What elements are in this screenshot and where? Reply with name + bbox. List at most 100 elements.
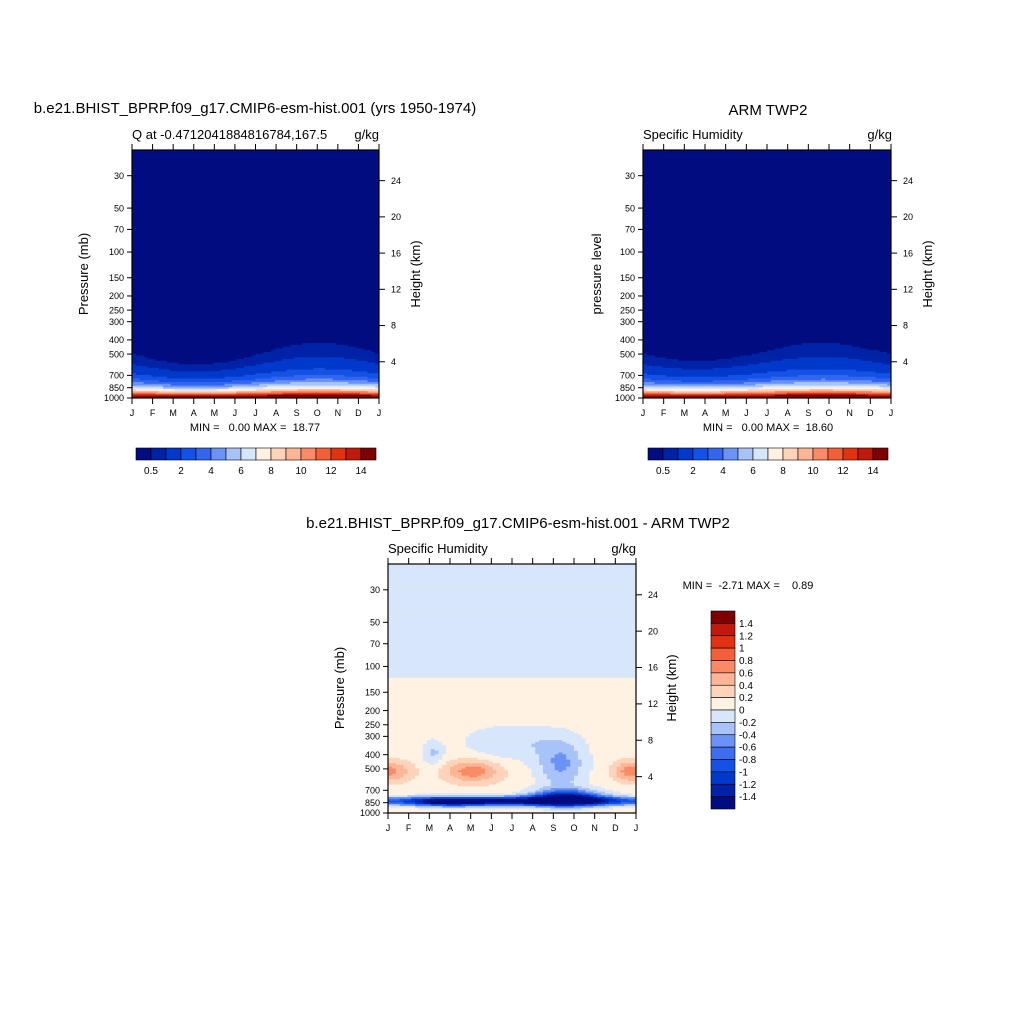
contour-cell bbox=[282, 160, 287, 163]
contour-cell bbox=[367, 247, 372, 250]
contour-cell bbox=[317, 272, 322, 275]
contour-cell bbox=[297, 201, 303, 204]
contour-cell bbox=[317, 213, 322, 217]
contour-cell bbox=[162, 252, 168, 256]
contour-cell bbox=[178, 226, 183, 229]
contour-cell bbox=[344, 208, 349, 211]
contour-cell bbox=[255, 256, 260, 259]
contour-cell bbox=[259, 275, 264, 279]
contour-cell bbox=[232, 190, 237, 194]
contour-cell bbox=[367, 286, 372, 289]
contour-cell bbox=[371, 188, 376, 192]
contour-cell bbox=[159, 261, 164, 264]
contour-cell bbox=[193, 227, 199, 231]
contour-cell bbox=[328, 178, 334, 181]
contour-cell bbox=[255, 247, 260, 250]
contour-cell bbox=[255, 281, 260, 284]
contour-cell bbox=[348, 160, 353, 163]
contour-cell bbox=[166, 258, 172, 261]
contour-cell bbox=[155, 206, 160, 210]
contour-cell bbox=[313, 265, 318, 268]
contour-cell bbox=[162, 162, 168, 165]
contour-cell bbox=[321, 212, 326, 215]
contour-cell bbox=[367, 220, 372, 224]
contour-cell bbox=[359, 157, 365, 160]
contour-cell bbox=[344, 157, 349, 160]
contour-cell bbox=[263, 227, 268, 231]
contour-cell bbox=[232, 194, 237, 197]
contour-cell bbox=[243, 151, 249, 155]
contour-cell bbox=[344, 176, 349, 179]
contour-cell bbox=[348, 180, 353, 183]
contour-cell bbox=[355, 284, 361, 287]
contour-cell bbox=[344, 204, 349, 208]
contour-cell bbox=[297, 265, 303, 268]
contour-cell bbox=[317, 274, 322, 277]
contour-cell bbox=[309, 158, 314, 162]
contour-cell bbox=[174, 162, 179, 165]
contour-cell bbox=[155, 176, 160, 179]
contour-cell bbox=[155, 187, 160, 190]
contour-cell bbox=[220, 187, 226, 190]
contour-cell bbox=[324, 215, 330, 218]
contour-cell bbox=[301, 240, 307, 243]
contour-cell bbox=[363, 203, 369, 206]
contour-cell bbox=[367, 167, 372, 171]
contour-cell bbox=[332, 194, 338, 197]
contour-cell bbox=[259, 279, 264, 282]
contour-cell bbox=[255, 150, 260, 153]
contour-cell bbox=[332, 217, 338, 220]
contour-cell bbox=[375, 208, 379, 211]
contour-cell bbox=[166, 274, 172, 277]
contour-cell bbox=[232, 279, 237, 282]
contour-cell bbox=[336, 222, 342, 225]
contour-cell bbox=[143, 155, 149, 158]
contour-cell bbox=[359, 270, 365, 273]
contour-cell bbox=[209, 277, 214, 280]
contour-cell bbox=[159, 185, 164, 188]
contour-cell bbox=[151, 203, 156, 206]
contour-cell bbox=[332, 231, 338, 234]
contour-cell bbox=[263, 243, 268, 247]
contour-cell bbox=[232, 157, 237, 160]
contour-cell bbox=[193, 261, 199, 264]
contour-cell bbox=[332, 277, 338, 280]
contour-cell bbox=[147, 151, 152, 155]
contour-cell bbox=[240, 204, 245, 208]
contour-cell bbox=[155, 181, 160, 185]
contour-cell bbox=[240, 165, 245, 169]
contour-cell bbox=[205, 250, 210, 254]
contour-cell bbox=[159, 247, 164, 250]
contour-cell bbox=[174, 242, 179, 245]
contour-cell bbox=[336, 203, 342, 206]
contour-cell bbox=[132, 243, 137, 247]
contour-cell bbox=[166, 158, 172, 162]
contour-cell bbox=[166, 224, 172, 227]
contour-cell bbox=[178, 238, 183, 241]
contour-cell bbox=[155, 224, 160, 227]
contour-cell bbox=[294, 199, 299, 202]
contour-cell bbox=[255, 243, 260, 247]
contour-cell bbox=[240, 171, 245, 174]
contour-cell bbox=[186, 169, 191, 172]
contour-cell bbox=[236, 150, 241, 153]
contour-cell bbox=[301, 180, 307, 183]
contour-cell bbox=[301, 219, 307, 222]
contour-cell bbox=[232, 219, 237, 222]
contour-cell bbox=[348, 173, 353, 176]
contour-cell bbox=[367, 252, 372, 256]
contour-cell bbox=[348, 157, 353, 160]
contour-cell bbox=[189, 219, 195, 222]
contour-cell bbox=[367, 150, 372, 153]
contour-cell bbox=[209, 250, 214, 254]
contour-cell bbox=[270, 282, 276, 286]
contour-cell bbox=[359, 240, 365, 243]
contour-cell bbox=[371, 231, 376, 234]
contour-cell bbox=[243, 210, 249, 213]
contour-cell bbox=[263, 220, 268, 224]
contour-cell bbox=[332, 242, 338, 245]
contour-cell bbox=[205, 171, 210, 174]
contour-cell bbox=[135, 206, 141, 210]
contour-cell bbox=[170, 167, 176, 171]
contour-cell bbox=[251, 192, 257, 195]
